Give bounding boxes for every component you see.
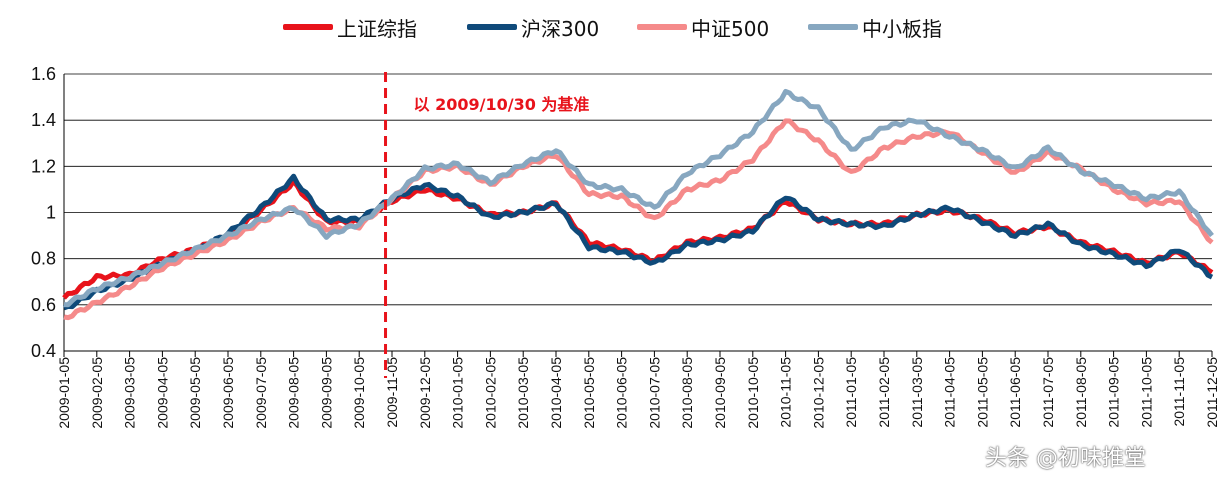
legend-label-sme: 中小板指 — [862, 16, 942, 41]
x-tick-label: 2011-05-05 — [974, 357, 990, 428]
x-tick-label: 2011-06-05 — [1007, 357, 1023, 428]
x-tick-label: 2011-12-05 — [1204, 357, 1220, 428]
x-tick-label: 2010-10-05 — [745, 357, 761, 429]
x-tick-label: 2011-11-05 — [1171, 357, 1187, 427]
y-tick-label: 0.4 — [31, 341, 56, 361]
baseline-annotation-text: 以 2009/10/30 为基准 — [414, 95, 590, 114]
x-tick-label: 2011-08-05 — [1073, 357, 1089, 428]
y-tick-label: 1.4 — [31, 110, 56, 130]
series-line-3 — [63, 88, 1214, 308]
x-tick-label: 2010-08-05 — [679, 357, 695, 429]
x-tick-label: 2011-04-05 — [942, 357, 958, 428]
x-tick-label: 2010-11-05 — [778, 357, 794, 428]
legend-swatch-sme — [808, 24, 858, 30]
x-tick-label: 2010-09-05 — [712, 357, 728, 429]
x-tick-label: 2011-07-05 — [1040, 357, 1056, 428]
x-tick-label: 2010-07-05 — [646, 357, 662, 429]
legend-swatch-shanghai — [283, 24, 333, 30]
baseline-annotation: 以 2009/10/30 为基准 — [384, 72, 590, 378]
legend-label-csi500: 中证500 — [691, 16, 770, 41]
x-tick-label: 2009-04-05 — [154, 357, 170, 429]
y-tick-label: 1 — [46, 203, 56, 223]
x-tick-label: 2011-03-05 — [909, 357, 925, 428]
legend-label-csi300: 沪深300 — [521, 16, 600, 41]
x-tick-label: 2009-02-05 — [89, 357, 105, 429]
chart-legend: 上证综指 沪深300 中证500 中小板指 — [0, 12, 1225, 42]
x-tick-label: 2010-03-05 — [515, 357, 531, 429]
y-tick-labels: 0.4 0.6 0.8 1 1.2 1.4 1.6 — [31, 64, 56, 361]
x-tick-label: 2009-05-05 — [187, 357, 203, 429]
x-tick-label: 2010-05-05 — [581, 357, 597, 429]
x-tick-label: 2010-02-05 — [482, 357, 498, 429]
legend-item-csi500: 中证500 — [637, 12, 769, 42]
x-tick-label: 2009-03-05 — [122, 357, 138, 429]
x-tick-labels: 2009-01-05 2009-02-05 2009-03-05 2009-04-05… — [56, 357, 1220, 429]
x-tick-label: 2011-01-05 — [843, 357, 859, 428]
legend-swatch-csi500 — [637, 24, 687, 30]
y-tick-label: 0.8 — [31, 249, 56, 269]
legend-label-shanghai: 上证综指 — [337, 16, 417, 41]
x-tick-label: 2010-06-05 — [614, 357, 630, 429]
y-tick-label: 0.6 — [31, 295, 56, 315]
x-tick-label: 2009-11-05 — [384, 357, 400, 428]
legend-item-csi300: 沪深300 — [467, 12, 599, 42]
legend-swatch-csi300 — [467, 24, 517, 30]
x-tick-label: 2009-07-05 — [253, 357, 269, 429]
y-tick-label: 1.2 — [31, 156, 56, 176]
x-tick-label: 2009-06-05 — [220, 357, 236, 429]
series-line-2 — [63, 118, 1214, 321]
x-tick-label: 2010-01-05 — [450, 357, 466, 429]
x-tick-label: 2009-12-05 — [417, 357, 433, 429]
series-line-1 — [63, 173, 1214, 311]
y-tick-label: 1.6 — [31, 64, 56, 84]
gridlines — [64, 73, 1212, 352]
legend-item-sme: 中小板指 — [808, 12, 942, 42]
legend-item-shanghai: 上证综指 — [283, 12, 417, 42]
x-tick-label: 2010-12-05 — [810, 357, 826, 429]
watermark: 头条 @初味推堂 — [985, 446, 1146, 471]
x-tick-label: 2009-10-05 — [351, 357, 367, 429]
series-lines — [62, 88, 1214, 321]
x-tick-label: 2009-08-05 — [286, 357, 302, 429]
x-tick-label: 2011-02-05 — [876, 357, 892, 428]
x-tick-label: 2011-09-05 — [1106, 357, 1122, 428]
x-tick-label: 2010-04-05 — [548, 357, 564, 429]
x-tick-label: 2009-01-05 — [56, 357, 72, 429]
x-tick-label: 2009-09-05 — [318, 357, 334, 429]
axes — [63, 74, 1213, 357]
x-tick-label: 2011-10-05 — [1138, 357, 1154, 428]
